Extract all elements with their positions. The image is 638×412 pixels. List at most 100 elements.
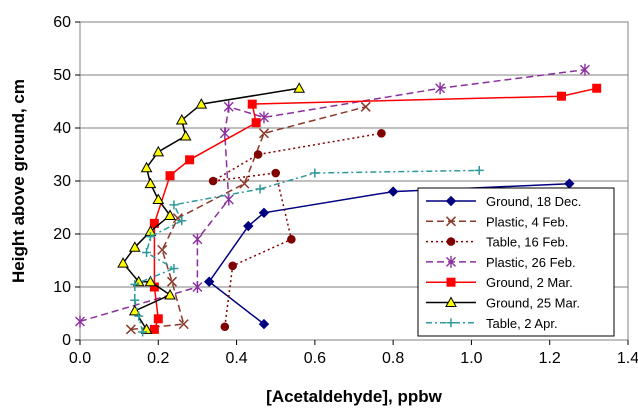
data-point (223, 100, 234, 113)
data-point (140, 323, 153, 334)
data-point (247, 99, 257, 109)
series-6 (117, 82, 306, 334)
data-point (293, 82, 306, 93)
data-point (179, 129, 192, 141)
data-point (592, 83, 602, 93)
y-tick-label: 20 (53, 226, 71, 243)
x-tick-label: 1.0 (460, 350, 482, 367)
data-point (435, 82, 446, 95)
data-point (145, 232, 155, 242)
legend-marker (446, 277, 456, 287)
legend-entry: Ground, 25 Mar. (426, 296, 580, 311)
x-tick-label: 1.4 (617, 350, 638, 367)
data-point (203, 276, 215, 287)
x-axis-label: [Acetaldehyde], ppbw (266, 387, 442, 406)
legend-entry: Ground, 18 Dec. (426, 194, 581, 209)
data-point (287, 235, 296, 244)
x-tick-label: 0.0 (69, 350, 91, 367)
legend-entry: Ground, 2 Mar. (426, 275, 573, 290)
legend-label: Table, 2 Apr. (486, 316, 558, 331)
data-point (75, 315, 85, 328)
data-point (360, 101, 371, 112)
y-tick-label: 60 (53, 14, 71, 31)
data-point (157, 244, 168, 255)
x-tick-label: 0.2 (147, 350, 169, 367)
legend-marker (445, 216, 457, 227)
data-point (175, 114, 188, 125)
legend-marker (446, 255, 456, 268)
data-point (258, 207, 270, 219)
y-tick-label: 40 (53, 120, 71, 137)
legend-entry: Table, 16 Feb. (426, 235, 568, 250)
series-line (130, 106, 366, 331)
data-point (177, 216, 187, 226)
data-point (132, 275, 145, 287)
data-point (185, 155, 195, 165)
x-tick-label: 1.2 (539, 350, 561, 367)
x-tick-label: 0.4 (225, 350, 247, 367)
data-point (192, 281, 203, 293)
legend-label: Ground, 2 Mar. (486, 275, 573, 290)
legend-marker (445, 296, 457, 307)
data-point (152, 193, 165, 205)
data-point (192, 233, 203, 246)
data-point (165, 171, 175, 181)
data-point (255, 184, 265, 194)
data-point (271, 168, 281, 178)
legend: Ground, 18 Dec. Plastic, 4 Feb. Table, 16 … (417, 187, 615, 337)
data-point (223, 193, 234, 206)
data-point (377, 129, 386, 138)
data-point (144, 177, 157, 189)
data-point (258, 111, 269, 124)
x-tick-label: 0.6 (304, 350, 326, 367)
data-point (152, 145, 165, 157)
y-tick-label: 30 (53, 173, 71, 190)
series-2 (125, 101, 371, 335)
data-point (243, 220, 254, 232)
x-tick-labels: 0.0 0.2 0.4 0.6 0.8 1.0 1.2 1.4 (69, 340, 638, 367)
y-tick-label: 50 (53, 67, 71, 84)
series-5 (149, 83, 602, 334)
data-point (149, 324, 159, 334)
y-tick-label: 10 (53, 279, 71, 296)
data-point (138, 327, 148, 337)
data-point (164, 209, 176, 220)
data-point (258, 128, 270, 139)
data-point (166, 276, 178, 287)
data-point (169, 263, 179, 273)
legend-label: Table, 16 Feb. (486, 235, 568, 250)
legend-label: Plastic, 4 Feb. (486, 214, 568, 229)
data-point (140, 161, 153, 173)
data-point (117, 257, 129, 268)
data-point (474, 165, 484, 175)
data-point (144, 275, 157, 287)
data-point (251, 118, 261, 128)
data-point (253, 150, 263, 159)
data-point (164, 288, 176, 300)
data-point (128, 241, 141, 252)
data-point (128, 304, 141, 316)
y-tick-label: 0 (62, 332, 71, 349)
data-point (258, 318, 270, 330)
data-point (125, 324, 136, 335)
x-tick-label: 0.8 (382, 350, 404, 367)
series-line (153, 87, 597, 330)
data-point (130, 279, 140, 289)
data-point (142, 248, 152, 258)
data-point (219, 127, 230, 140)
data-point (169, 200, 179, 210)
data-point (387, 186, 399, 197)
legend-entry: Table, 2 Apr. (426, 316, 558, 331)
data-point (130, 295, 140, 305)
data-point (310, 168, 320, 178)
y-axis-label: Height above ground, cm (9, 79, 28, 283)
legend-entry: Plastic, 4 Feb. (426, 214, 568, 229)
legend-marker (446, 318, 456, 328)
data-point (556, 91, 566, 101)
series-3 (208, 129, 386, 332)
data-point (195, 98, 208, 109)
series-7 (130, 165, 484, 337)
legend-label: Ground, 25 Mar. (486, 296, 580, 311)
y-tick-labels: 0 10 20 30 40 50 60 (53, 14, 80, 349)
